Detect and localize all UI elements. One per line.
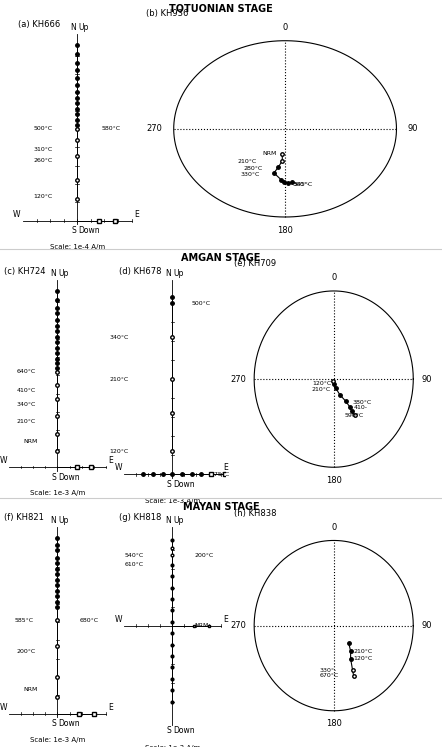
- Text: 330°C: 330°C: [240, 172, 260, 177]
- Text: Up: Up: [59, 269, 69, 278]
- Text: S: S: [71, 226, 76, 235]
- Text: 280°C: 280°C: [243, 166, 263, 170]
- Text: 210°C: 210°C: [110, 376, 129, 382]
- Text: 120°C: 120°C: [313, 381, 332, 386]
- Text: 680°C: 680°C: [79, 618, 98, 622]
- Text: 610°C: 610°C: [124, 562, 144, 567]
- Text: 270: 270: [230, 621, 246, 630]
- Text: S: S: [167, 480, 171, 489]
- Text: 200°C: 200°C: [194, 553, 213, 558]
- Text: 500°C: 500°C: [192, 300, 211, 306]
- Text: W: W: [114, 463, 122, 472]
- Text: Up: Up: [174, 269, 184, 279]
- Text: E: E: [223, 463, 228, 472]
- Text: NRM: NRM: [24, 687, 38, 692]
- Text: 210°C: 210°C: [238, 159, 257, 164]
- Text: E: E: [134, 210, 139, 219]
- Text: 270: 270: [147, 124, 163, 134]
- Text: N: N: [70, 22, 76, 31]
- Text: Down: Down: [59, 473, 80, 482]
- Text: 0: 0: [331, 523, 336, 532]
- Text: 410°C: 410°C: [16, 388, 36, 392]
- Text: TOTUONIAN STAGE: TOTUONIAN STAGE: [169, 4, 273, 13]
- Text: 120°C: 120°C: [354, 656, 373, 661]
- Text: AMGAN STAGE: AMGAN STAGE: [181, 252, 261, 263]
- Text: Scale: 1e-3 A/m: Scale: 1e-3 A/m: [145, 745, 200, 747]
- Text: 380°C: 380°C: [353, 400, 372, 405]
- Text: 410-: 410-: [354, 406, 368, 410]
- Text: 180: 180: [277, 226, 293, 235]
- Text: 0: 0: [331, 273, 336, 282]
- Text: 180: 180: [326, 719, 342, 728]
- Text: W: W: [0, 703, 7, 712]
- Text: NRM: NRM: [24, 438, 38, 444]
- Text: Up: Up: [174, 515, 184, 525]
- Text: N: N: [165, 269, 171, 279]
- Text: 120°C: 120°C: [110, 449, 129, 454]
- Text: 260°C: 260°C: [34, 158, 53, 163]
- Text: NRM: NRM: [194, 623, 209, 628]
- Text: 540°C: 540°C: [124, 553, 144, 558]
- Text: S: S: [52, 473, 56, 482]
- Text: Scale: 1e-3 A/m: Scale: 1e-3 A/m: [30, 490, 85, 496]
- Text: E: E: [223, 615, 228, 624]
- Text: 670°C: 670°C: [320, 673, 339, 678]
- Text: 210°C: 210°C: [16, 418, 36, 424]
- Text: S: S: [167, 726, 171, 736]
- Text: 580°C: 580°C: [102, 126, 121, 131]
- Text: N: N: [50, 269, 56, 278]
- Text: W: W: [0, 456, 7, 465]
- Text: Up: Up: [59, 515, 69, 524]
- Text: N: N: [165, 515, 171, 525]
- Text: 585°C: 585°C: [14, 618, 33, 622]
- Text: Scale: 1e-3 A/m: Scale: 1e-3 A/m: [145, 498, 200, 504]
- Text: (d) KH678: (d) KH678: [119, 267, 162, 276]
- Text: 310°C: 310°C: [34, 146, 53, 152]
- Text: (c) KH724: (c) KH724: [4, 267, 46, 276]
- Text: 180: 180: [326, 476, 342, 485]
- Text: S: S: [52, 719, 56, 728]
- Text: 210°C: 210°C: [354, 648, 373, 654]
- Text: (a) KH666: (a) KH666: [18, 20, 60, 29]
- Text: 330°-: 330°-: [320, 668, 337, 673]
- Text: (g) KH818: (g) KH818: [119, 513, 162, 522]
- Text: 200°C: 200°C: [16, 648, 36, 654]
- Text: 120°C: 120°C: [34, 194, 53, 199]
- Text: W: W: [114, 615, 122, 624]
- Text: (f) KH821: (f) KH821: [4, 513, 44, 522]
- Text: 340°C: 340°C: [16, 402, 36, 407]
- Text: Down: Down: [174, 480, 195, 489]
- Text: (e) KH709: (e) KH709: [234, 259, 276, 268]
- Text: 340°C: 340°C: [110, 335, 129, 340]
- Text: (h) KH838: (h) KH838: [234, 509, 277, 518]
- Text: 270: 270: [230, 374, 246, 384]
- Text: W: W: [13, 210, 20, 219]
- Text: Up: Up: [79, 22, 89, 31]
- Text: 90: 90: [421, 621, 432, 630]
- Text: E: E: [108, 703, 113, 712]
- Text: (b) KH936: (b) KH936: [146, 9, 188, 18]
- Text: 590°C: 590°C: [345, 413, 364, 418]
- Text: NRM: NRM: [263, 151, 277, 155]
- Text: 500°C: 500°C: [34, 126, 53, 131]
- Text: 210°C: 210°C: [312, 386, 331, 391]
- Text: 640°C: 640°C: [16, 369, 36, 374]
- Text: Down: Down: [59, 719, 80, 728]
- Text: Scale: 1e-4 A/m: Scale: 1e-4 A/m: [50, 244, 105, 249]
- Text: 575°C: 575°C: [211, 471, 230, 477]
- Text: 90: 90: [421, 374, 432, 384]
- Text: N: N: [50, 515, 56, 524]
- Text: Scale: 1e-3 A/m: Scale: 1e-3 A/m: [30, 737, 85, 743]
- Text: Down: Down: [79, 226, 100, 235]
- Text: 360°-: 360°-: [293, 182, 310, 187]
- Text: E: E: [108, 456, 113, 465]
- Text: 90: 90: [408, 124, 418, 134]
- Text: 545°C: 545°C: [293, 182, 312, 187]
- Text: MAYAN STAGE: MAYAN STAGE: [183, 502, 259, 512]
- Text: 0: 0: [282, 23, 288, 32]
- Text: Down: Down: [174, 726, 195, 736]
